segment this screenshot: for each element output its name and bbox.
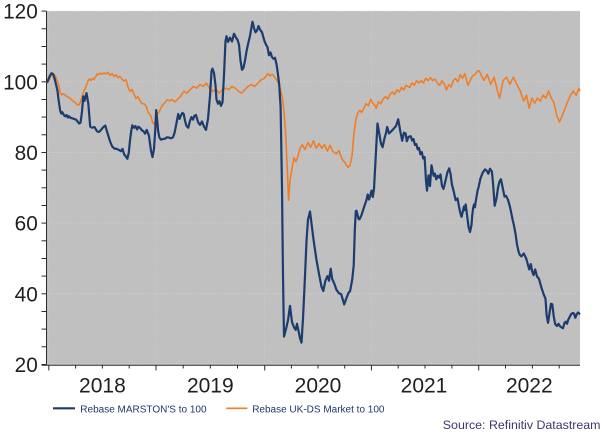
svg-text:Rebase UK-DS Market to 100: Rebase UK-DS Market to 100	[252, 404, 385, 415]
svg-text:20: 20	[15, 354, 38, 377]
svg-text:2018: 2018	[79, 374, 126, 397]
svg-text:Source: Refinitiv Datastream: Source: Refinitiv Datastream	[443, 418, 601, 432]
svg-text:100: 100	[3, 71, 38, 94]
svg-text:80: 80	[15, 142, 38, 165]
svg-text:40: 40	[15, 283, 38, 306]
svg-text:120: 120	[3, 1, 38, 24]
svg-text:2021: 2021	[401, 374, 448, 397]
svg-text:2019: 2019	[187, 374, 234, 397]
svg-text:2020: 2020	[295, 374, 342, 397]
svg-text:Rebase MARSTON'S to 100: Rebase MARSTON'S to 100	[80, 404, 207, 415]
svg-text:2022: 2022	[506, 374, 553, 397]
svg-text:60: 60	[15, 213, 38, 236]
